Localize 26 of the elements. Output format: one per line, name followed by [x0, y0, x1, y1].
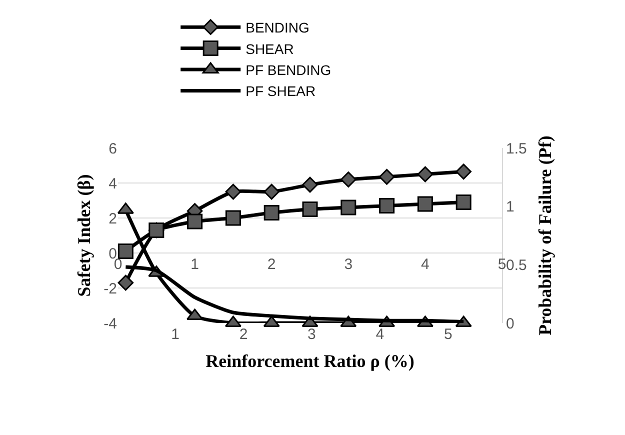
x-axis-title: Reinforcement Ratio ρ (%) — [206, 351, 414, 372]
y-tick-label: 2 — [108, 210, 117, 228]
x-tick-label: 2 — [267, 256, 276, 273]
y2-tick-label: 0 — [506, 315, 514, 332]
legend-label: PF BENDING — [246, 62, 332, 78]
x2-tick-label: 5 — [444, 326, 452, 343]
legend-label: PF SHEAR — [246, 83, 316, 100]
x-tick-label: 3 — [344, 256, 353, 273]
y2-tick-label: 0.5 — [506, 256, 527, 274]
y-axis-title: Safety Index (β) — [74, 174, 94, 297]
legend-label: BENDING — [246, 20, 310, 36]
y2-axis-title: Probability of Failure (Pf) — [534, 136, 555, 336]
x-tick-label: 4 — [421, 256, 430, 273]
y-tick-label: 4 — [108, 175, 117, 192]
y-tick-label: 6 — [108, 140, 117, 158]
x2-tick-label: 4 — [376, 326, 384, 343]
y2-tick-label: 1 — [506, 198, 514, 216]
x-tick-label: 1 — [190, 256, 199, 273]
y-tick-label: -2 — [104, 280, 117, 298]
x-tick-label: 5 — [498, 256, 506, 273]
x2-tick-label: 1 — [171, 326, 180, 343]
y-tick-label: -4 — [104, 315, 117, 332]
x2-tick-label: 3 — [308, 326, 316, 343]
y2-tick-label: 1.5 — [506, 140, 527, 158]
legend-label: SHEAR — [246, 40, 294, 57]
x2-tick-label: 2 — [239, 326, 248, 343]
